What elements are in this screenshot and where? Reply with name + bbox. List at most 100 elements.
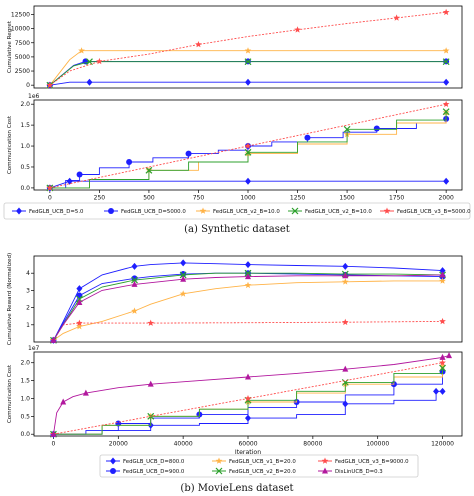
movielens-reward-plot: 1 2 3 4 Cumulative Reward (Normalized): [7, 253, 463, 345]
legend-entry: FedGLB_UCB_v2_B=10.0: [196, 207, 280, 215]
legend-swatch-marker: [321, 457, 329, 464]
series-line: [49, 61, 447, 86]
data-point: [373, 125, 380, 132]
legend-swatch-marker: [215, 457, 223, 464]
legend-swatch-marker: [215, 467, 223, 475]
x-tick-label: 80000: [303, 441, 322, 448]
legend-label: FedGLB_UCB_D=900.0: [123, 469, 185, 475]
data-point: [131, 280, 138, 287]
data-point: [443, 177, 450, 185]
y-tick-label: 7500: [15, 40, 30, 47]
series-line: [49, 50, 447, 86]
y-tick-label: 1.5: [20, 378, 30, 385]
legend-swatch-marker: [383, 207, 391, 214]
data-point: [179, 290, 187, 297]
legend-label: FedGLB_UCB_v1_B=20.0: [229, 459, 296, 465]
data-point: [76, 298, 83, 305]
legend-label: FedGLB_UCB_v3_B=9000.0: [335, 459, 409, 465]
data-point: [179, 271, 187, 279]
caption-synthetic: (a) Synthetic dataset: [184, 224, 290, 235]
x-tick-label: 1250: [290, 195, 305, 202]
y-tick-label: 10000: [11, 26, 30, 33]
x-tick-label: 500: [143, 195, 155, 202]
series-line: [53, 320, 443, 341]
data-point: [304, 134, 311, 141]
series: [46, 8, 450, 88]
series: [50, 271, 446, 343]
x-axis-label: Iteration: [235, 449, 261, 456]
legend-label: FedGLB_UCB_D=800.0: [123, 459, 185, 465]
legend-entry: FedGLB_UCB_D=800.0: [106, 457, 185, 465]
x-tick-label: 1750: [389, 195, 404, 202]
legend-entry: FedGLB_UCB_v1_B=20.0: [212, 457, 296, 465]
data-point: [439, 267, 446, 275]
series-line: [53, 390, 443, 435]
synthetic-legend: FedGLB_UCB_D=5.0 FedGLB_UCB_D=5000.0 FedGL…: [3, 202, 471, 220]
x-tick-label: 1000: [240, 195, 255, 202]
legend-swatch-marker: [199, 207, 207, 214]
data-point: [147, 319, 155, 326]
data-point: [439, 364, 446, 372]
data-point: [131, 307, 138, 314]
data-point: [145, 166, 153, 174]
data-point: [245, 177, 251, 185]
series-line: [49, 103, 447, 189]
y-tick-label: 1.0: [20, 395, 30, 402]
legend-label: FedGLB_UCB_v2_B=20.0: [229, 469, 296, 475]
data-point: [131, 262, 138, 270]
data-point: [78, 47, 85, 54]
legend-entry: FedGLB_UCB_D=5000.0: [104, 208, 186, 215]
series: [50, 259, 446, 344]
y-axis-label: Communication Cost: [7, 364, 13, 423]
data-point: [185, 150, 192, 157]
data-point: [439, 387, 446, 395]
data-point: [147, 380, 154, 387]
data-point: [439, 317, 446, 325]
series-line: [53, 355, 450, 435]
y-tick-label: 2.0: [20, 360, 30, 367]
x-tick-label: 100000: [366, 441, 389, 448]
plot-frame: [33, 5, 463, 89]
data-point: [244, 395, 252, 402]
data-point: [244, 148, 252, 156]
data-point: [244, 58, 252, 66]
data-point: [245, 261, 251, 269]
data-point: [46, 184, 54, 191]
synthetic-cost-plot: 0.0 0.5 1.0 1.5 2.0 0 250 500 750 1000 1250 1500 175…: [7, 93, 463, 210]
data-point: [50, 430, 57, 437]
data-point: [446, 352, 453, 359]
series: [46, 100, 450, 191]
y-tick-label: 12500: [11, 11, 30, 18]
y-tick-label: 2500: [15, 68, 30, 75]
legend-label: FedGLB_UCB_D=5000.0: [121, 209, 186, 215]
y-axis-label: Cumulative Reward (Normalized): [7, 253, 13, 345]
data-point: [50, 336, 57, 343]
data-point: [442, 100, 450, 107]
data-point: [245, 373, 251, 380]
y-tick-label: 5000: [15, 54, 30, 61]
data-point: [195, 41, 202, 48]
data-point: [180, 259, 187, 267]
synthetic-regret-plot: 0 2500 5000 7500 10000 12500 Cumulative Regret: [7, 5, 463, 89]
data-point: [76, 319, 83, 326]
data-point: [341, 318, 349, 326]
data-point: [60, 398, 67, 405]
legend-label: FedGLB_UCB_D=5.0: [29, 209, 84, 215]
legend-label: FedGLB_UCB_v2_B=10.0: [305, 209, 372, 215]
data-point: [76, 285, 83, 293]
data-point: [294, 26, 301, 33]
series-line: [53, 371, 443, 435]
x-tick-label: 1500: [339, 195, 354, 202]
data-point: [96, 57, 103, 65]
data-point: [76, 171, 83, 178]
y-tick-label: 1.0: [20, 143, 30, 150]
data-point: [343, 125, 351, 133]
y-tick-label: 1.5: [20, 122, 30, 129]
x-tick-label: 0: [52, 441, 56, 448]
x-tick-label: 250: [94, 195, 106, 202]
legend-swatch-marker: [110, 457, 116, 465]
legend-entry: DisLinUCB_D=0.3: [318, 467, 383, 475]
data-point: [131, 276, 138, 284]
legend-entry: FedGLB_UCB_v3_B=5000.0: [380, 207, 471, 215]
